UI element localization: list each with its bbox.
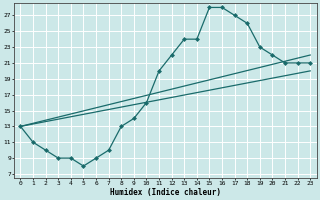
X-axis label: Humidex (Indice chaleur): Humidex (Indice chaleur) [110,188,221,197]
